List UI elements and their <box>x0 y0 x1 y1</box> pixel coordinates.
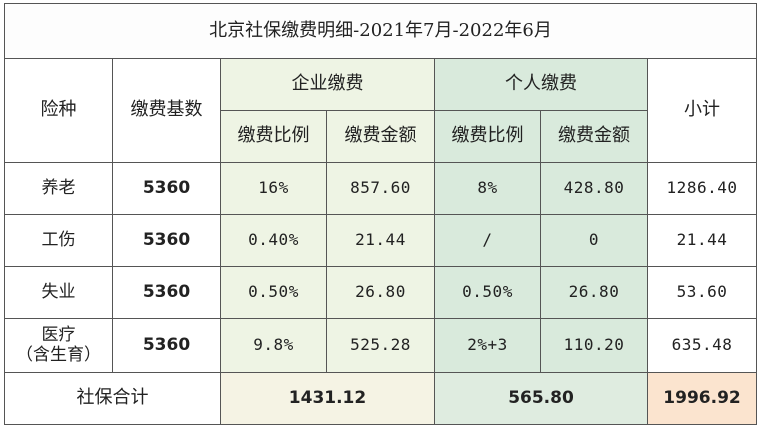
row-ent-amount: 26.80 <box>326 266 435 319</box>
row-name-main: 医疗 <box>41 324 76 345</box>
header-enterprise: 企业缴费 <box>220 58 435 111</box>
row-per-amount: 428.80 <box>540 162 648 215</box>
header-personal: 个人缴费 <box>434 58 648 111</box>
row-per-amount: 110.20 <box>540 318 648 373</box>
header-base: 缴费基数 <box>112 58 221 163</box>
row-subtotal: 1286.40 <box>646 162 758 215</box>
row-name: 工伤 <box>4 214 113 267</box>
row-per-ratio: 8% <box>434 162 541 215</box>
row-ent-amount: 857.60 <box>326 162 435 215</box>
table-row: 医疗 （含生育） 5360 9.8% 525.28 2%+3 110.20 63… <box>4 318 758 373</box>
row-ent-ratio: 0.50% <box>220 266 327 319</box>
row-subtotal: 21.44 <box>646 214 758 267</box>
table-row: 失业 5360 0.50% 26.80 0.50% 26.80 53.60 <box>4 266 758 319</box>
total-row: 社保合计 1431.12 565.80 1996.92 <box>4 372 758 425</box>
table-row: 工伤 5360 0.40% 21.44 / 0 21.44 <box>4 214 758 267</box>
row-per-amount: 0 <box>540 214 648 267</box>
row-subtotal: 53.60 <box>646 266 758 319</box>
row-subtotal: 635.48 <box>646 318 758 373</box>
row-per-amount: 26.80 <box>540 266 648 319</box>
row-base: 5360 <box>112 318 221 373</box>
total-enterprise: 1431.12 <box>220 372 435 425</box>
row-name: 失业 <box>4 266 113 319</box>
row-per-ratio: / <box>434 214 541 267</box>
table-title: 北京社保缴费明细-2021年7月-2022年6月 <box>3 3 758 59</box>
row-per-ratio: 0.50% <box>434 266 541 319</box>
header-ent-amount: 缴费金额 <box>326 110 435 163</box>
row-name: 医疗 （含生育） <box>4 318 113 373</box>
row-ent-ratio: 9.8% <box>220 318 327 373</box>
row-ent-ratio: 0.40% <box>220 214 327 267</box>
total-personal: 565.80 <box>434 372 648 425</box>
row-base: 5360 <box>112 214 221 267</box>
header-per-amount: 缴费金额 <box>540 110 648 163</box>
header-type: 险种 <box>4 58 113 163</box>
row-ent-amount: 21.44 <box>326 214 435 267</box>
table-row: 养老 5360 16% 857.60 8% 428.80 1286.40 <box>4 162 758 215</box>
row-name: 养老 <box>4 162 113 215</box>
total-label: 社保合计 <box>4 372 221 425</box>
header-ent-ratio: 缴费比例 <box>220 110 327 163</box>
row-ent-ratio: 16% <box>220 162 327 215</box>
row-ent-amount: 525.28 <box>326 318 435 373</box>
header-subtotal: 小计 <box>646 58 758 163</box>
row-base: 5360 <box>112 266 221 319</box>
row-base: 5360 <box>112 162 221 215</box>
row-per-ratio: 2%+3 <box>434 318 541 373</box>
row-name-sub: （含生育） <box>16 344 101 365</box>
social-insurance-table: 北京社保缴费明细-2021年7月-2022年6月 险种 缴费基数 企业缴费 个人… <box>3 3 758 425</box>
total-grand: 1996.92 <box>646 372 758 425</box>
header-per-ratio: 缴费比例 <box>434 110 541 163</box>
